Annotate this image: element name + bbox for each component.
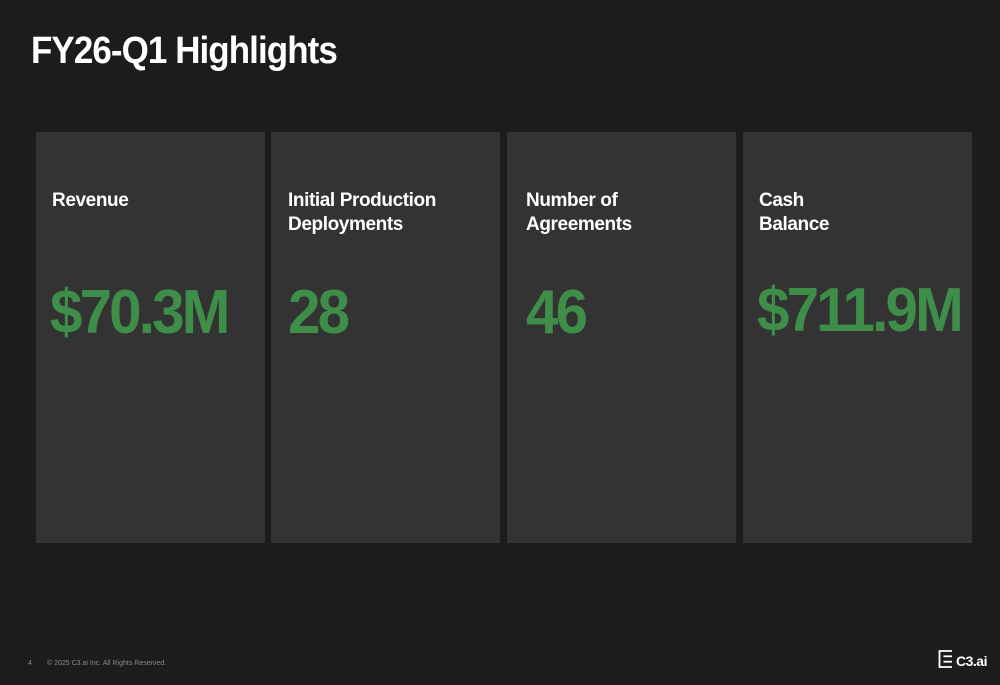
metric-card-revenue: Revenue $70.3M	[36, 132, 265, 543]
copyright-notice: © 2025 C3.ai Inc. All Rights Reserved.	[47, 660, 167, 667]
metric-label: Revenue	[52, 189, 129, 213]
metric-label-line: Revenue	[52, 190, 129, 211]
metric-label-line: Agreements	[526, 214, 632, 235]
metric-label: Initial Production Deployments	[288, 189, 436, 237]
metric-label: Cash Balance	[759, 189, 829, 237]
metric-value: $711.9M	[757, 276, 964, 345]
slide-title: FY26-Q1 Highlights	[31, 30, 338, 72]
metric-label-line: Initial Production	[288, 190, 436, 211]
c3-logo-icon	[938, 650, 952, 668]
metric-card-deployments: Initial Production Deployments 28	[271, 132, 500, 543]
metric-label-line: Balance	[759, 214, 830, 235]
metric-value: 28	[288, 278, 350, 347]
page-number: 4	[28, 660, 32, 667]
metric-card-agreements: Number of Agreements 46	[507, 132, 736, 543]
metric-label-line: Cash	[759, 190, 804, 211]
metric-card-cash-balance: Cash Balance $711.9M	[743, 132, 972, 543]
logo-wordmark: C3.ai	[956, 653, 987, 669]
company-logo: C3.ai	[938, 650, 987, 668]
metric-label-line: Number of	[526, 190, 618, 211]
metric-value: $70.3M	[50, 278, 230, 347]
metric-label: Number of Agreements	[526, 189, 632, 237]
metric-value: 46	[526, 278, 588, 347]
metric-label-line: Deployments	[288, 214, 403, 235]
